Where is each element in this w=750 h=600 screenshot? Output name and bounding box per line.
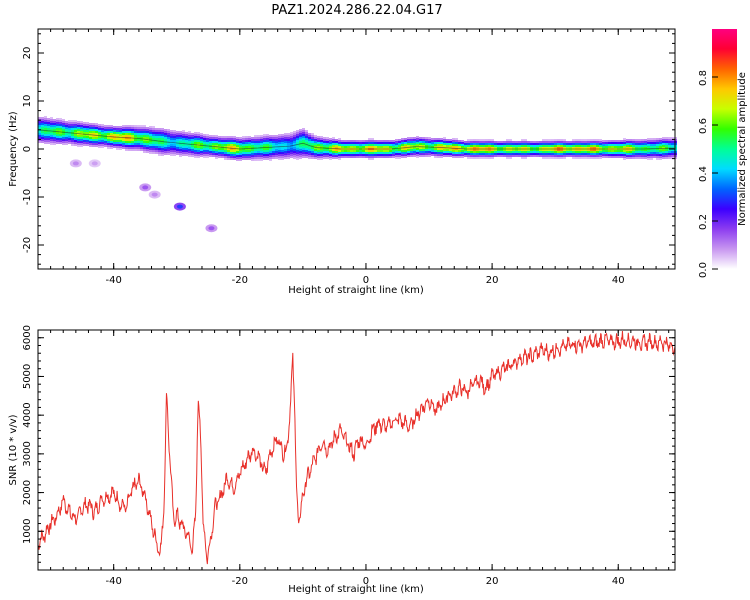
y-tick-label: 2000 [22,480,33,505]
colorbar-label: Normalized spectral amplitude [737,72,748,226]
y-tick-label: 0 [22,146,33,152]
spectrogram-blob [88,159,101,168]
snr-ticks: -40 -20 0 20 40 1000 2000 3000 4000 5000 6000 [22,325,675,587]
spectrogram-panel: -40 -20 0 20 40 -20 -10 0 10 20 Height of straigh… [8,28,677,296]
spectrogram-ridge-line [37,129,674,150]
colorbar: 0.0 0.2 0.4 0.6 0.8 Normalized spectral ampl… [698,29,748,278]
snr-frame [37,329,676,571]
colorbar-gradient [712,29,737,269]
spectrogram-blob [139,183,152,192]
x-tick-label: 20 [486,576,499,587]
y-tick-label: -10 [22,189,33,205]
snr-series-line [37,331,676,565]
y-tick-label: 20 [22,47,33,60]
x-tick-label: 20 [486,275,499,286]
spectrogram-blob [173,202,186,211]
spectrogram-heatmap [37,116,677,233]
x-tick-label: -20 [232,275,248,286]
x-tick-label: -20 [232,576,248,587]
colorbar-tick-label: 0.8 [698,70,709,86]
y-tick-label: 6000 [22,325,33,350]
x-tick-label: 40 [612,275,625,286]
colorbar-tick-label: 0.2 [698,214,709,230]
y-tick-label: 1000 [22,519,33,544]
spectrogram-ylabel: Frequency (Hz) [8,111,19,187]
snr-panel: -40 -20 0 20 40 1000 2000 3000 4000 5000 6000 Heig… [8,325,676,595]
spectrogram-blob [69,159,82,168]
colorbar-tick-label: 0.0 [698,262,709,278]
y-tick-label: 4000 [22,402,33,427]
spectrogram-xlabel: Height of straight line (km) [288,285,424,296]
y-tick-label: 10 [22,95,33,108]
colorbar-ticks: 0.0 0.2 0.4 0.6 0.8 [698,70,718,278]
x-tick-label: 0 [363,275,369,286]
x-tick-label: 0 [363,576,369,587]
y-tick-label: 5000 [22,364,33,389]
snr-xlabel: Height of straight line (km) [288,584,424,595]
snr-ylabel: SNR (10 * v/v) [8,414,19,485]
y-tick-label: -20 [22,237,33,253]
colorbar-tick-label: 0.4 [698,166,709,182]
colorbar-tick-label: 0.6 [698,118,709,134]
x-tick-label: 40 [612,576,625,587]
spectrogram-frame [37,28,676,270]
x-tick-label: -40 [106,275,122,286]
spectrogram-blob [205,224,218,233]
y-tick-label: 3000 [22,441,33,466]
x-tick-label: -40 [106,576,122,587]
figure-title: PAZ1.2024.286.22.04.G17 [271,3,442,18]
spectrogram-blob [148,190,161,199]
